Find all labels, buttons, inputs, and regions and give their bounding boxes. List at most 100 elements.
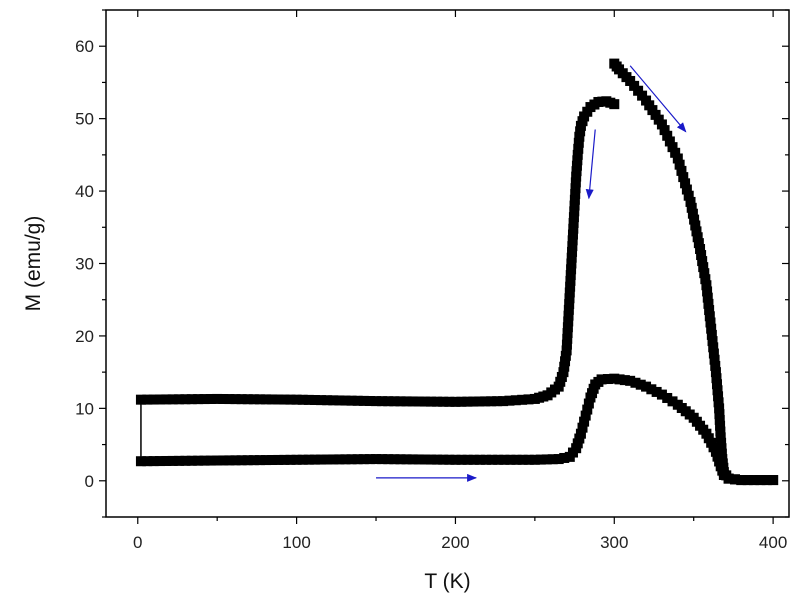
data-point (566, 264, 577, 275)
data-point (569, 194, 580, 205)
data-point (567, 235, 578, 246)
direction-arrow (585, 129, 596, 200)
data-point (619, 375, 630, 386)
data-point (659, 125, 670, 136)
data-point (450, 454, 461, 465)
y-tick-label: 20 (75, 327, 94, 346)
data-point (499, 454, 510, 465)
data-point (710, 360, 721, 371)
data-point (517, 454, 528, 465)
data-point (291, 454, 302, 465)
data-point (571, 171, 582, 182)
data-point (450, 396, 461, 407)
data-point (708, 342, 719, 353)
data-point (680, 178, 691, 189)
data-point (541, 454, 552, 465)
data-point (570, 183, 581, 194)
data-point (564, 293, 575, 304)
data-point (364, 454, 375, 465)
x-tick-label: 400 (759, 533, 787, 552)
data-point (572, 155, 583, 166)
data-point (242, 394, 253, 405)
data-point (523, 454, 534, 465)
data-point (334, 395, 345, 406)
data-point (303, 454, 314, 465)
data-point (560, 356, 571, 367)
data-point (702, 292, 713, 303)
data-point (573, 137, 584, 148)
data-point (676, 165, 687, 176)
data-point (346, 395, 357, 406)
data-point (419, 396, 430, 407)
data-point (523, 394, 534, 405)
data-point (583, 398, 594, 409)
data-point (529, 393, 540, 404)
data-point (635, 379, 646, 390)
data-point (504, 395, 515, 406)
data-point (570, 177, 581, 188)
data-point (575, 120, 586, 131)
data-point (716, 443, 727, 454)
data-point (180, 455, 191, 466)
data-point (413, 396, 424, 407)
data-point (698, 262, 709, 273)
y-tick-label: 10 (75, 399, 94, 418)
data-point (358, 395, 369, 406)
data-point (699, 268, 710, 279)
data-point (567, 229, 578, 240)
data-point (334, 454, 345, 465)
data-point (686, 202, 697, 213)
data-point (212, 393, 223, 404)
data-point (561, 339, 572, 350)
data-point (328, 395, 339, 406)
data-point (371, 396, 382, 407)
data-point (273, 454, 284, 465)
data-point (566, 252, 577, 263)
data-point (328, 454, 339, 465)
data-point (646, 384, 657, 395)
data-point (261, 394, 272, 405)
data-point (346, 454, 357, 465)
data-point (254, 455, 265, 466)
data-point (678, 172, 689, 183)
data-point (714, 414, 725, 425)
data-point (561, 345, 572, 356)
data-point (575, 428, 586, 439)
data-point (562, 322, 573, 333)
data-point (218, 393, 229, 404)
data-point (285, 394, 296, 405)
y-tick-label: 30 (75, 255, 94, 274)
data-point (297, 454, 308, 465)
data-point (755, 475, 766, 486)
data-point (709, 354, 720, 365)
data-point (697, 256, 708, 267)
data-point (695, 244, 706, 255)
data-point (438, 454, 449, 465)
data-point (505, 454, 516, 465)
data-point (224, 394, 235, 405)
data-point (565, 281, 576, 292)
data-point (199, 394, 210, 405)
data-point (569, 200, 580, 211)
data-point (426, 396, 437, 407)
data-point (517, 394, 528, 405)
data-point (297, 394, 308, 405)
data-point (395, 454, 406, 465)
data-point (566, 258, 577, 269)
data-point (575, 126, 586, 137)
y-tick-label: 0 (85, 472, 94, 491)
data-point (142, 394, 153, 405)
data-point (511, 454, 522, 465)
data-point (582, 404, 593, 415)
data-point (474, 454, 485, 465)
data-point (706, 329, 717, 340)
data-point (602, 374, 613, 385)
data-point (656, 389, 667, 400)
data-point (174, 455, 185, 466)
axes: 0 100 200 300 400 0 10 20 30 40 50 60 (75, 9, 789, 552)
data-point (167, 455, 178, 466)
data-point (560, 350, 571, 361)
x-tick-label: 100 (282, 533, 310, 552)
data-point (564, 299, 575, 310)
data-point (711, 379, 722, 390)
